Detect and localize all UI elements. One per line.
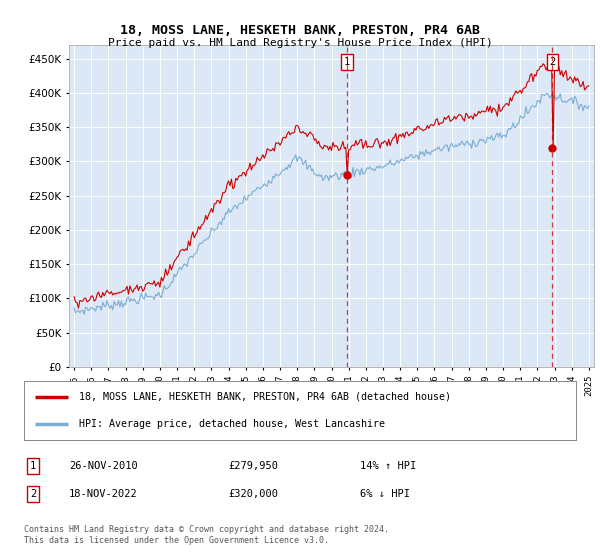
Text: 1: 1	[30, 461, 36, 471]
Text: 26-NOV-2010: 26-NOV-2010	[69, 461, 138, 471]
Text: £320,000: £320,000	[228, 489, 278, 499]
Text: 14% ↑ HPI: 14% ↑ HPI	[360, 461, 416, 471]
Text: HPI: Average price, detached house, West Lancashire: HPI: Average price, detached house, West…	[79, 419, 385, 429]
Text: 2: 2	[550, 57, 556, 67]
Text: Price paid vs. HM Land Registry's House Price Index (HPI): Price paid vs. HM Land Registry's House …	[107, 38, 493, 48]
Text: 1: 1	[344, 57, 350, 67]
Text: 18, MOSS LANE, HESKETH BANK, PRESTON, PR4 6AB (detached house): 18, MOSS LANE, HESKETH BANK, PRESTON, PR…	[79, 391, 451, 402]
Text: 18, MOSS LANE, HESKETH BANK, PRESTON, PR4 6AB: 18, MOSS LANE, HESKETH BANK, PRESTON, PR…	[120, 24, 480, 36]
Text: £279,950: £279,950	[228, 461, 278, 471]
Text: 2: 2	[30, 489, 36, 499]
Text: 6% ↓ HPI: 6% ↓ HPI	[360, 489, 410, 499]
Text: Contains HM Land Registry data © Crown copyright and database right 2024.
This d: Contains HM Land Registry data © Crown c…	[24, 525, 389, 545]
Text: 18-NOV-2022: 18-NOV-2022	[69, 489, 138, 499]
